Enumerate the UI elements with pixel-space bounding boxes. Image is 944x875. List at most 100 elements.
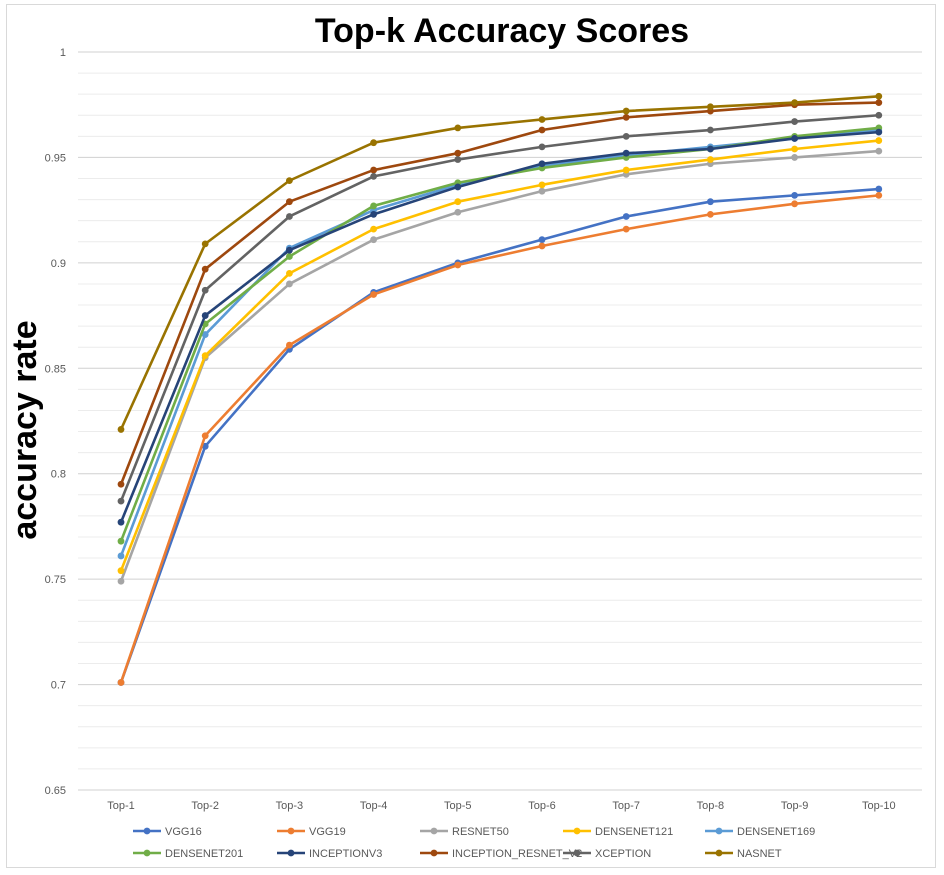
series-line — [119, 94, 879, 430]
legend: VGG16 VGG19 RESNET50 DENSENET121 DENSENET169… — [133, 826, 815, 860]
data-point — [117, 552, 125, 560]
legend-swatch-marker — [287, 849, 295, 857]
axis-layer: 0.65 0.7 0.75 0.8 0.85 0.9 0.95 1 Top-1 Top-2 Top-… — [45, 47, 922, 812]
legend-label: INCEPTIONV3 — [309, 848, 382, 860]
data-point — [875, 111, 883, 119]
data-point — [201, 286, 209, 294]
data-point — [538, 242, 546, 250]
series-nasnet — [117, 92, 883, 433]
data-point — [622, 132, 630, 140]
data-point — [791, 118, 798, 125]
data-point — [370, 225, 377, 233]
x-tick-label: Top-4 — [360, 800, 388, 812]
data-point — [875, 92, 883, 100]
data-point — [454, 149, 462, 157]
legend-item: DENSENET121 — [563, 826, 673, 838]
data-point — [454, 156, 462, 163]
data-point — [370, 173, 377, 180]
data-point — [707, 210, 714, 218]
y-tick-label: 0.85 — [45, 363, 66, 375]
y-tick-label: 0.8 — [51, 469, 66, 481]
data-point — [875, 191, 883, 199]
legend-label: DENSENET201 — [165, 848, 243, 860]
x-tick-label: Top-5 — [444, 800, 472, 812]
series-line — [119, 130, 879, 523]
data-point — [538, 143, 546, 151]
series-line — [119, 101, 879, 485]
series-vgg16 — [117, 185, 883, 686]
legend-swatch-marker — [430, 827, 438, 835]
data-point — [117, 426, 125, 433]
data-point — [117, 518, 125, 526]
data-point — [201, 352, 209, 360]
legend-label: VGG19 — [309, 826, 346, 838]
y-axis-label: accuracy rate — [6, 320, 44, 539]
data-point — [791, 145, 798, 153]
data-point — [622, 225, 630, 233]
y-tick-label: 0.65 — [45, 785, 66, 797]
data-point — [875, 99, 883, 107]
data-point — [622, 213, 630, 220]
legend-label: RESNET50 — [452, 826, 509, 838]
data-point — [707, 103, 714, 111]
x-tick-label: Top-10 — [862, 800, 896, 812]
data-point — [370, 139, 377, 147]
data-point — [538, 116, 546, 123]
series-line — [119, 149, 879, 582]
data-point — [117, 497, 125, 505]
y-tick-label: 0.95 — [45, 152, 66, 164]
data-point — [791, 135, 798, 142]
legend-label: VGG16 — [165, 826, 202, 838]
data-point — [454, 198, 462, 206]
data-point — [286, 270, 293, 277]
data-point — [707, 156, 714, 163]
data-point — [622, 107, 630, 115]
data-point — [286, 177, 293, 185]
data-point — [286, 341, 293, 349]
data-point — [875, 137, 883, 144]
data-point — [538, 236, 546, 244]
legend-item: INCEPTION_RESNET_V2 — [420, 848, 582, 860]
data-point — [875, 147, 883, 155]
series-line — [119, 113, 879, 502]
legend-item: RESNET50 — [420, 826, 509, 838]
series-line — [119, 126, 879, 542]
x-tick-label: Top-9 — [781, 800, 809, 812]
legend-swatch-marker — [715, 849, 723, 857]
legend-label: DENSENET169 — [737, 826, 815, 838]
legend-swatch-marker — [573, 827, 581, 835]
legend-swatch-marker — [143, 849, 151, 857]
legend-item: NASNET — [705, 848, 782, 860]
data-point — [875, 185, 883, 193]
data-point — [454, 183, 462, 191]
grid-layer — [78, 51, 922, 791]
legend-label: DENSENET121 — [595, 826, 673, 838]
x-tick-label: Top-8 — [697, 800, 725, 812]
legend-label: NASNET — [737, 848, 782, 860]
y-tick-label: 0.9 — [51, 258, 66, 270]
series-densenet121 — [117, 137, 883, 575]
series-xception — [117, 111, 883, 505]
y-tick-label: 0.7 — [51, 680, 66, 692]
chart-title: Top-k Accuracy Scores — [315, 12, 689, 50]
legend-item: INCEPTIONV3 — [277, 848, 382, 860]
legend-swatch-marker — [430, 849, 438, 857]
data-point — [117, 480, 125, 488]
data-point — [454, 208, 462, 216]
legend-swatch-marker — [287, 827, 295, 835]
data-point — [791, 200, 798, 208]
legend-label: XCEPTION — [595, 848, 651, 860]
legend-item: DENSENET169 — [705, 826, 815, 838]
data-point — [370, 166, 377, 174]
data-point — [707, 198, 714, 206]
legend-item: XCEPTION — [563, 848, 651, 860]
legend-label: INCEPTION_RESNET_V2 — [452, 848, 582, 860]
legend-item: VGG16 — [133, 826, 202, 838]
data-point — [791, 191, 798, 199]
data-point — [117, 567, 125, 575]
data-point — [875, 128, 883, 136]
data-point — [201, 432, 209, 440]
x-tick-label: Top-6 — [528, 800, 556, 812]
